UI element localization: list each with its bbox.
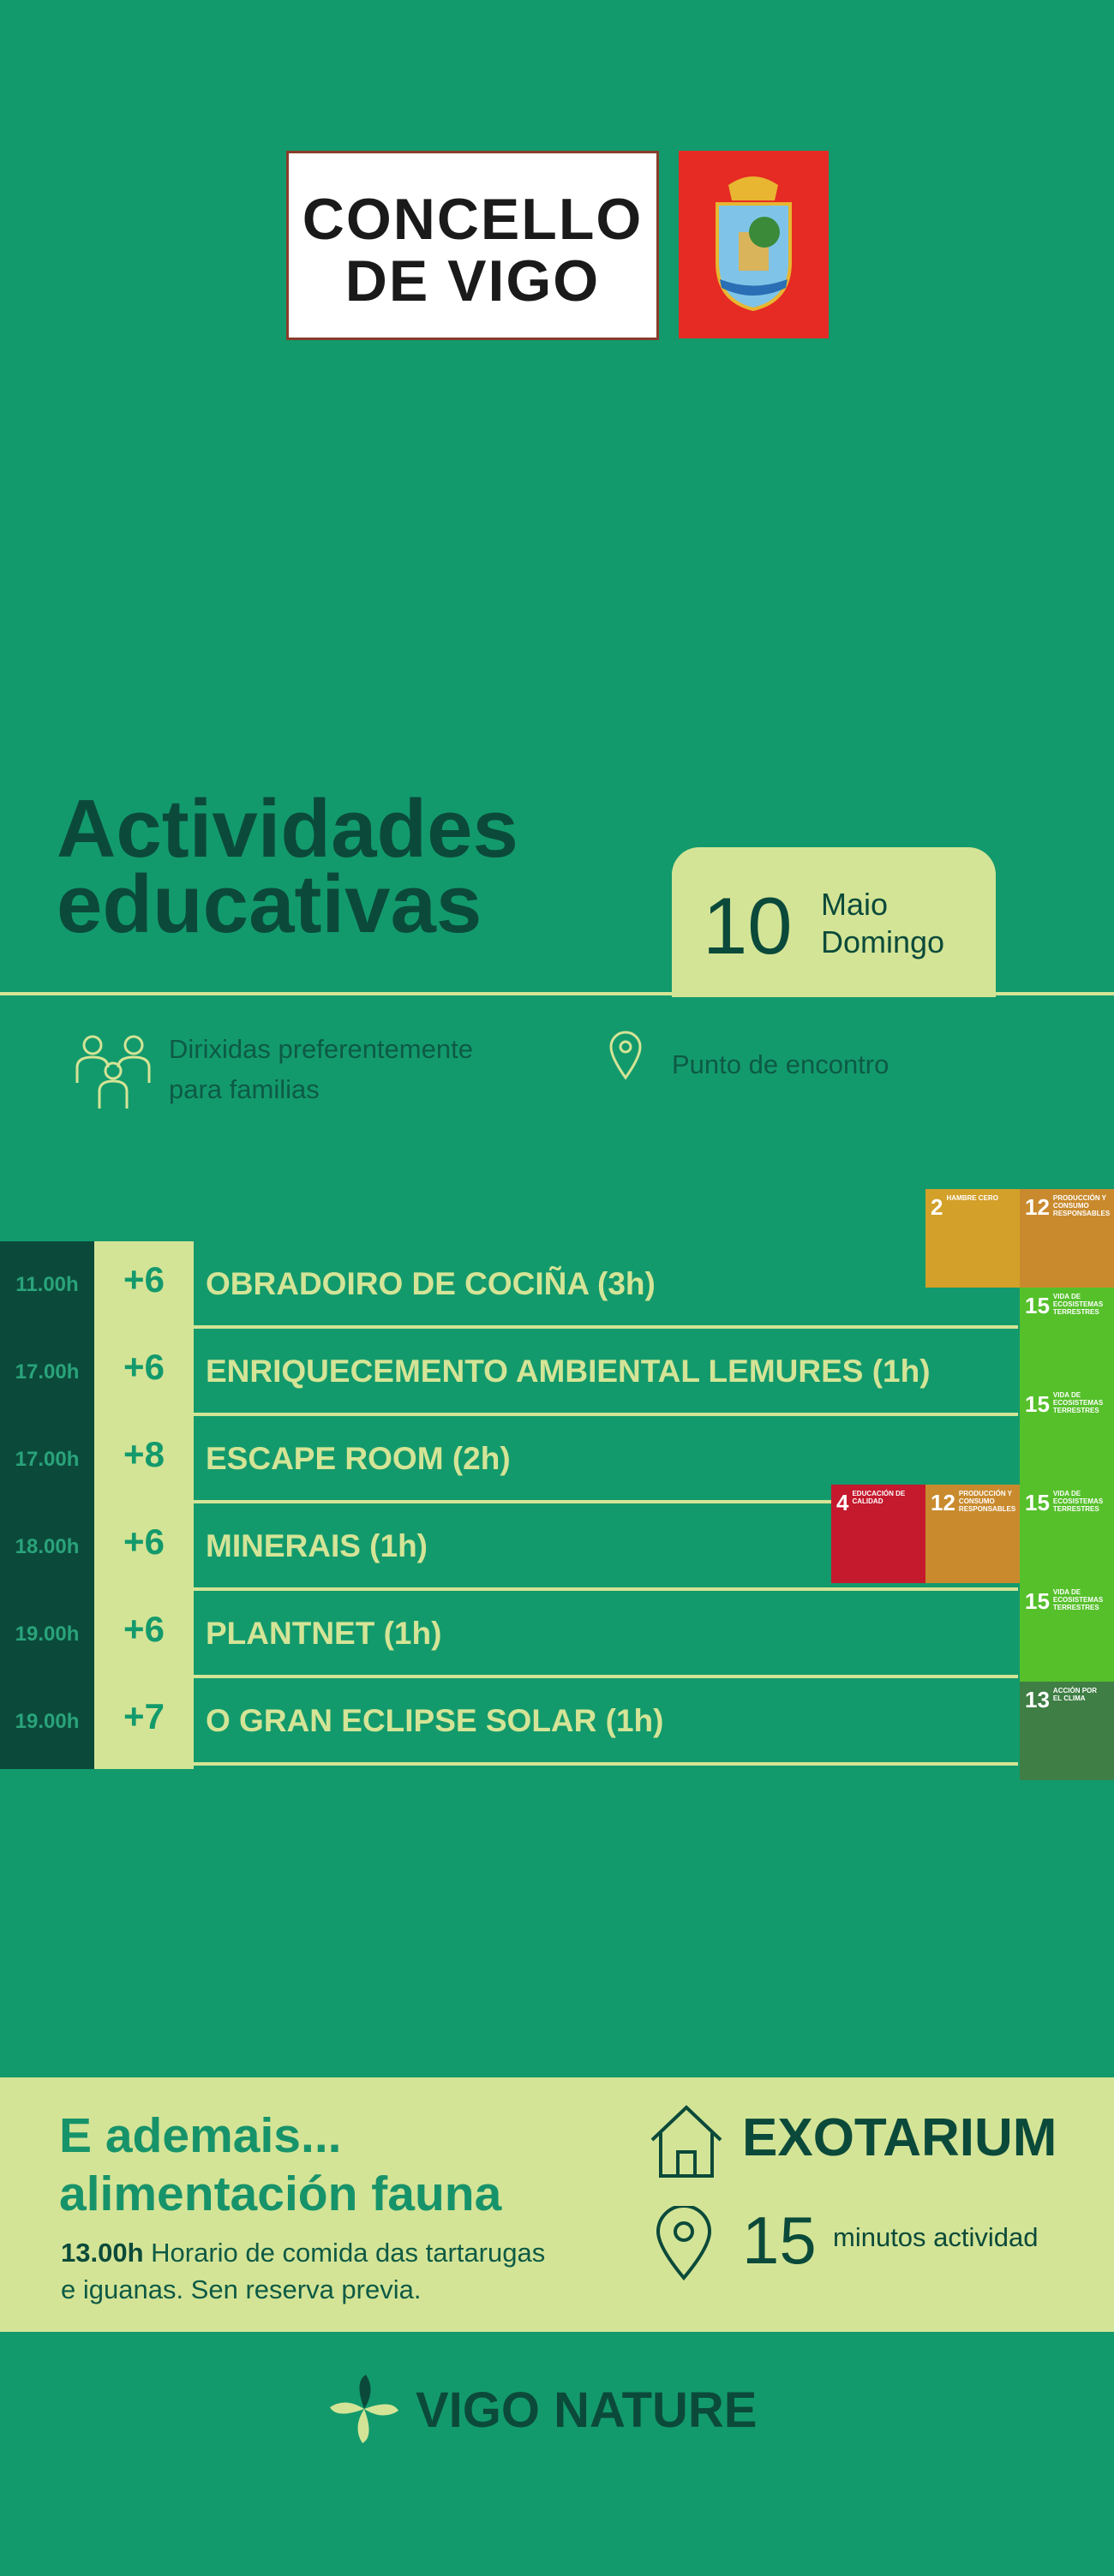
shield-icon	[716, 176, 792, 312]
activity-name: MINERAIS (1h)	[206, 1528, 428, 1563]
pin-icon	[656, 2206, 712, 2281]
sdg-tile: 15 VIDA DE ECOSISTEMAS TERRESTRES	[1020, 1386, 1114, 1485]
participants: +6	[123, 1347, 165, 1387]
row-line	[194, 1762, 1018, 1766]
sdg-number: 15	[1025, 1490, 1050, 1515]
row-line	[194, 1675, 1018, 1678]
date-month: Maio	[821, 887, 889, 922]
sdg-label: EDUCACIÓN DE CALIDAD	[852, 1490, 906, 1506]
sdg-tile: 12 PRODUCCIÓN Y CONSUMO RESPONSABLES	[1020, 1189, 1114, 1288]
extra-heading: alimentación fauna	[59, 2167, 502, 2221]
sdg-number: 15	[1025, 1588, 1050, 1614]
time: 18.00h	[15, 1535, 80, 1558]
title: Actividades	[57, 783, 518, 875]
house-icon	[650, 2105, 722, 2178]
place: EXOTARIUM	[742, 2108, 1057, 2167]
sdg-number: 12	[931, 1490, 955, 1515]
sdg-label: ACCIÓN POR EL CLIMA	[1052, 1687, 1098, 1703]
sdg-label: HAMBRE CERO	[946, 1194, 998, 1202]
sdg-tile: 15 VIDA DE ECOSISTEMAS TERRESTRES	[1020, 1485, 1114, 1583]
extra-heading: E ademais...	[59, 2108, 342, 2163]
logo-box: CONCELLO DE VIGO	[286, 151, 659, 340]
pin-icon	[609, 1031, 642, 1080]
info-text: para familias	[169, 1074, 320, 1104]
sdg-number: 12	[1025, 1194, 1050, 1220]
activity-name: O GRAN ECLIPSE SOLAR (1h)	[206, 1703, 664, 1738]
sdg-label: VIDA DE ECOSISTEMAS TERRESTRES	[1052, 1293, 1104, 1317]
activity-name: ESCAPE ROOM (2h)	[206, 1441, 511, 1476]
logo-text: DE VIGO	[344, 248, 601, 314]
family-icon	[75, 1035, 151, 1109]
extra-time: 13.00h	[61, 2238, 144, 2268]
time: 17.00h	[15, 1448, 80, 1471]
time: 19.00h	[15, 1710, 80, 1733]
minutes: 15	[742, 2202, 817, 2278]
time-column	[0, 1241, 94, 1769]
participants-column	[94, 1241, 194, 1769]
minutes-label: minutos actividad	[833, 2222, 1039, 2252]
activity-name: ENRIQUECEMENTO AMBIENTAL LEMURES (1h)	[206, 1354, 931, 1389]
sdg-number: 4	[836, 1490, 849, 1515]
sdg-label: PRODUCCIÓN Y CONSUMO RESPONSABLES	[1052, 1194, 1111, 1218]
sdg-tile: 2 HAMBRE CERO	[925, 1189, 1020, 1288]
brand: VIGO NATURE	[416, 2382, 758, 2438]
row-line	[194, 1587, 1018, 1591]
sdg-tile: 15 VIDA DE ECOSISTEMAS TERRESTRES	[1020, 1583, 1114, 1682]
participants: +8	[123, 1434, 165, 1474]
info-text: Punto de encontro	[672, 1049, 889, 1079]
activity-name: PLANTNET (1h)	[206, 1616, 442, 1651]
sdg-number: 15	[1025, 1391, 1050, 1417]
date-day: 10	[703, 881, 793, 971]
sdg-number: 13	[1025, 1687, 1050, 1712]
sdg-tile: 13 ACCIÓN POR EL CLIMA	[1020, 1682, 1114, 1780]
date-weekday: Domingo	[821, 924, 945, 959]
participants: +6	[123, 1259, 165, 1300]
date-box: 10 Maio Domingo	[672, 847, 996, 997]
time: 19.00h	[15, 1623, 80, 1646]
sdg-label: VIDA DE ECOSISTEMAS TERRESTRES	[1052, 1588, 1104, 1612]
row-line	[194, 1413, 1018, 1416]
row-line	[194, 1325, 1018, 1329]
extra-text: 13.00h Horario de comida das tartarugas	[61, 2238, 545, 2268]
coat-of-arms	[679, 151, 829, 338]
divider	[0, 992, 1114, 995]
extra-text-line: Horario de comida das tartarugas	[151, 2238, 546, 2268]
title: educativas	[57, 858, 482, 950]
sdg-tile: 4 EDUCACIÓN DE CALIDAD	[831, 1485, 925, 1583]
participants: +6	[123, 1609, 165, 1649]
sdg-label: VIDA DE ECOSISTEMAS TERRESTRES	[1052, 1490, 1104, 1514]
sdg-number: 15	[1025, 1293, 1050, 1318]
extra-band	[0, 2077, 1114, 2332]
activity-name: OBRADOIRO DE COCIÑA (3h)	[206, 1266, 656, 1301]
sdg-tile: 12 PRODUCCIÓN Y CONSUMO RESPONSABLES	[925, 1485, 1020, 1583]
sdg-label: VIDA DE ECOSISTEMAS TERRESTRES	[1052, 1391, 1104, 1415]
extra-text: e iguanas. Sen reserva previa.	[61, 2274, 422, 2304]
brand-logo	[330, 2375, 398, 2443]
time: 11.00h	[15, 1273, 79, 1296]
participants: +7	[123, 1696, 165, 1736]
info-text: Dirixidas preferentemente	[169, 1034, 473, 1064]
sdg-tile: 15 VIDA DE ECOSISTEMAS TERRESTRES	[1020, 1288, 1114, 1386]
logo-text: CONCELLO	[302, 187, 644, 252]
participants: +6	[123, 1521, 165, 1562]
row-line	[194, 1500, 1018, 1503]
sdg-number: 2	[931, 1194, 943, 1220]
time: 17.00h	[15, 1360, 80, 1384]
sdg-label: PRODUCCIÓN Y CONSUMO RESPONSABLES	[958, 1490, 1016, 1514]
